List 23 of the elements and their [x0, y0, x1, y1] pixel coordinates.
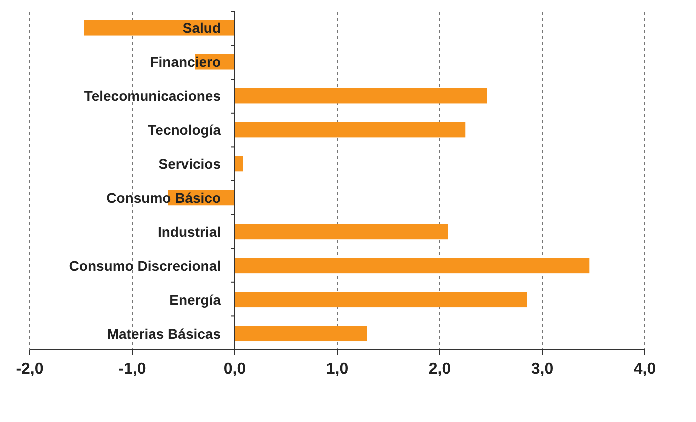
y-tick-label: Consumo Discrecional	[69, 258, 221, 274]
y-tick-label: Salud	[182, 20, 221, 36]
bar	[235, 156, 244, 172]
bar	[235, 88, 488, 104]
y-tick-label: Energía	[170, 292, 222, 308]
x-tick-label: 1,0	[326, 361, 349, 378]
y-tick-label: Materias Básicas	[107, 326, 222, 342]
y-tick-label: Servicios	[158, 156, 222, 172]
y-tick-label: Industrial	[158, 224, 221, 240]
x-tick-label: -1,0	[118, 361, 146, 378]
y-tick-label: Telecomunicaciones	[84, 88, 222, 104]
bar	[235, 326, 368, 342]
x-tick-label: 4,0	[634, 361, 656, 378]
x-tick-label: 2,0	[428, 361, 452, 378]
x-tick-label: -2,0	[16, 361, 44, 378]
y-tick-label: Tecnología	[148, 122, 222, 138]
x-tick-label: 0,0	[224, 361, 246, 378]
bar	[235, 224, 448, 240]
bar	[84, 20, 235, 36]
bar	[235, 258, 590, 274]
bar	[235, 122, 466, 138]
x-tick-label: 3,0	[531, 361, 554, 378]
bar	[235, 292, 528, 308]
